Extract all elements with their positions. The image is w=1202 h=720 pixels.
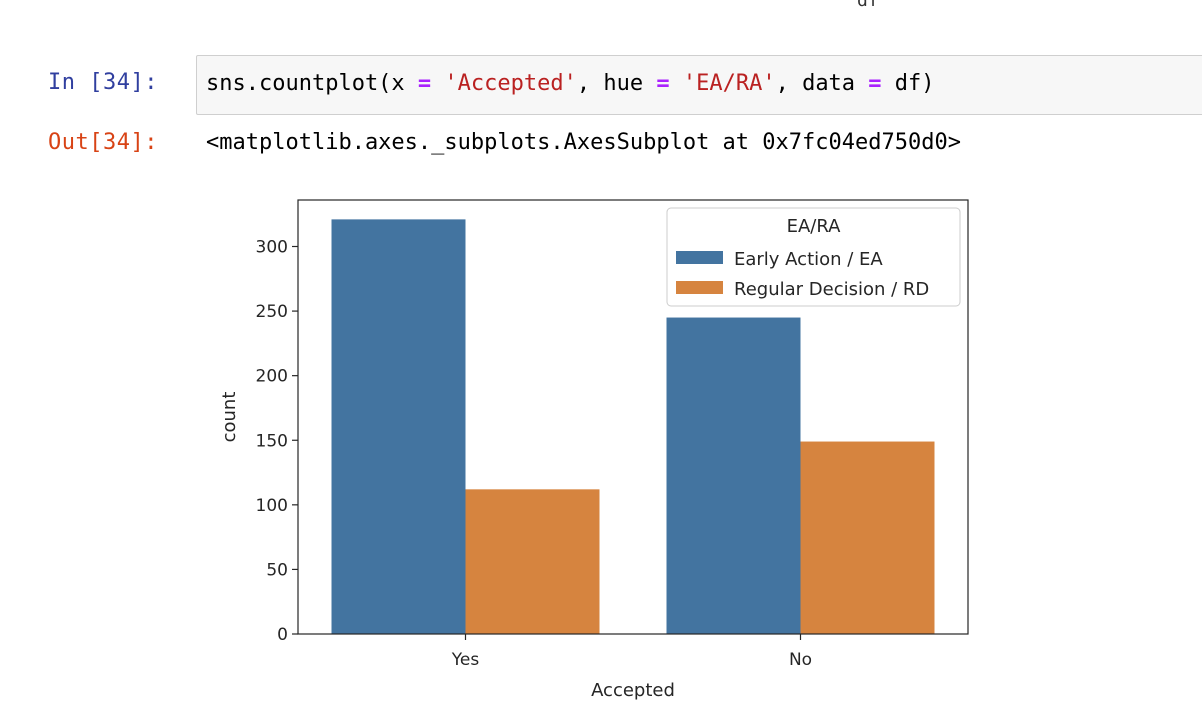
y-tick-label: 0 <box>277 625 288 645</box>
code-token: = <box>417 71 432 96</box>
code-input-text[interactable]: sns.countplot(x = 'Accepted', hue = 'EA/… <box>206 71 935 96</box>
y-tick-label: 200 <box>256 367 288 387</box>
legend-item-label: Regular Decision / RD <box>734 279 929 300</box>
code-token <box>670 71 683 96</box>
bar-yes-series-1 <box>465 489 600 634</box>
code-token: 'Accepted' <box>444 71 577 96</box>
y-tick-label: 50 <box>266 560 288 580</box>
code-token: , hue <box>576 71 657 96</box>
legend-item-label: Early Action / EA <box>734 249 883 270</box>
code-token: 'EA/RA' <box>682 71 776 96</box>
legend-swatch <box>676 281 723 294</box>
cell-fragment-text: df <box>857 0 879 11</box>
code-token <box>431 71 444 96</box>
countplot-chart: Yes No 0 50 100 150 200 250 300 Accepted count EA/R… <box>219 199 969 701</box>
output-prompt: Out[34]: <box>48 130 158 155</box>
y-tick-label: 100 <box>256 496 288 516</box>
legend-title: EA/RA <box>787 216 842 237</box>
bar-yes-series-0 <box>331 219 466 634</box>
bar-no-series-1 <box>800 441 935 634</box>
bar-no-series-0 <box>666 317 801 634</box>
y-tick-label: 150 <box>256 431 288 451</box>
code-token: df) <box>881 71 935 96</box>
code-token: sns.countplot(x <box>206 71 418 96</box>
output-text: <matplotlib.axes._subplots.AxesSubplot a… <box>206 130 961 155</box>
x-tick-label: Yes <box>451 650 480 670</box>
legend-swatch <box>676 251 723 264</box>
code-token: = <box>868 71 882 96</box>
code-cell[interactable]: sns.countplot(x = 'Accepted', hue = 'EA/… <box>196 55 1202 115</box>
x-axis-label: Accepted <box>591 680 675 701</box>
code-token: , data <box>775 71 869 96</box>
axes-frame <box>297 199 969 635</box>
y-tick-label: 300 <box>256 238 288 258</box>
code-token: = <box>656 71 670 96</box>
input-prompt: In [34]: <box>48 70 158 95</box>
x-tick-label: No <box>789 650 812 670</box>
y-tick-label: 250 <box>256 302 288 322</box>
y-axis-label: count <box>219 392 240 443</box>
legend-box <box>666 207 961 307</box>
